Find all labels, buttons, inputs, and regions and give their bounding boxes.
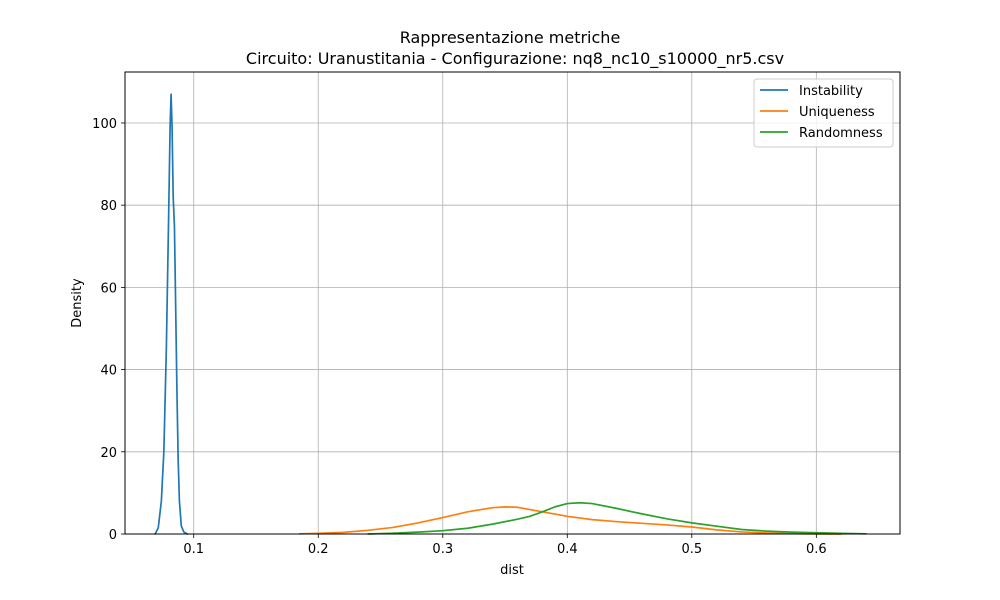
- y-tick-label: 0: [109, 528, 117, 543]
- legend-label-uniqueness: Uniqueness: [799, 105, 875, 120]
- plot-frame: [124, 71, 901, 535]
- legend: Instability Uniqueness Randomness: [753, 78, 894, 148]
- y-tick-label: 100: [92, 117, 117, 132]
- x-tick-label: 0.6: [806, 542, 827, 557]
- y-tick-label: 60: [100, 281, 117, 296]
- legend-label-instability: Instability: [799, 84, 863, 99]
- series-line-randomness: [367, 501, 867, 535]
- x-tick-label: 0.5: [681, 542, 702, 557]
- legend-label-randomness: Randomness: [799, 126, 883, 141]
- series-line-instability: [154, 93, 189, 535]
- axis-ticks: 0.1 0.2 0.3 0.4 0.5 0.6 0 20 40 60 80 100: [92, 117, 826, 557]
- x-axis-label: dist: [500, 563, 524, 578]
- chart-title: Rappresentazione metriche: [400, 28, 621, 47]
- y-tick-label: 80: [100, 199, 117, 214]
- y-axis-label: Density: [70, 278, 85, 328]
- x-tick-label: 0.1: [183, 542, 204, 557]
- series-line-uniqueness: [298, 506, 843, 535]
- chart-subtitle: Circuito: Uranustitania - Configurazione…: [246, 49, 784, 69]
- x-tick-label: 0.2: [308, 542, 329, 557]
- y-tick-label: 40: [100, 364, 117, 379]
- legend-box: [753, 78, 894, 148]
- legend-items: Instability Uniqueness Randomness: [760, 84, 883, 141]
- y-tick-label: 20: [100, 446, 117, 461]
- x-tick-label: 0.3: [432, 542, 453, 557]
- x-tick-label: 0.4: [557, 542, 578, 557]
- series-layer: [154, 93, 867, 535]
